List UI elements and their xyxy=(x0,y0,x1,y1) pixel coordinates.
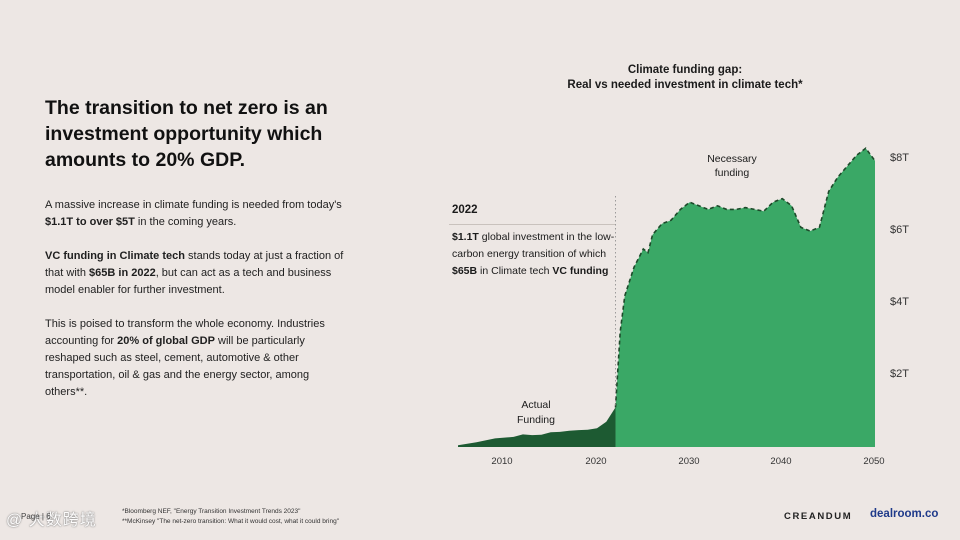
watermark: @ 大数跨境 xyxy=(6,512,97,529)
label-necessary-line2: funding xyxy=(714,167,750,179)
label-necessary-line1: Necessary xyxy=(707,153,757,165)
x-tick-2010: 2010 xyxy=(491,456,513,467)
paragraph-funding-increase: A massive increase in climate funding is… xyxy=(45,197,345,231)
label-necessary-funding: Necessary funding xyxy=(693,152,771,180)
actual-funding-area xyxy=(458,407,616,447)
footnotes: *Bloomberg NEF, "Energy Transition Inves… xyxy=(122,507,339,527)
x-tick-2040: 2040 xyxy=(770,456,792,467)
y-tick-6t: $6T xyxy=(890,224,909,236)
page-number: Page | 6 xyxy=(21,512,51,521)
annotation-text: $1.1T global investment in the low-carbo… xyxy=(452,229,617,280)
chart-subtitle: Real vs needed investment in climate tec… xyxy=(567,79,803,91)
p2-text-d: , but can act as a tech and business mod… xyxy=(45,267,332,296)
y-tick-8t: $8T xyxy=(890,152,909,164)
label-actual-funding: Actual Funding xyxy=(500,398,572,428)
x-tick-2020: 2020 xyxy=(585,456,607,467)
paragraph-vc-funding: VC funding in Climate tech stands today … xyxy=(45,248,345,299)
label-actual-line1: Actual xyxy=(521,399,551,411)
p1-text-c: in the coming years. xyxy=(134,216,237,228)
x-tick-2050: 2050 xyxy=(863,456,885,467)
y-tick-4t: $4T xyxy=(890,296,909,308)
footnote-2: **McKinsey "The net-zero transition: Wha… xyxy=(122,518,340,525)
headline: The transition to net zero is an investm… xyxy=(45,97,328,171)
annotation-mid: global investment in the low-carbon ener… xyxy=(452,231,615,260)
y-tick-2t: $2T xyxy=(890,368,909,380)
annotation-vc-amount: $65B xyxy=(452,265,478,277)
dealroom-logo: dealroom.co xyxy=(870,508,939,520)
p3-text-a: This is poised to transform the whole ec… xyxy=(45,318,325,347)
annotation-in: in Climate tech xyxy=(477,265,553,277)
p3-bold-gdp: 20% of global GDP xyxy=(117,335,215,347)
chart-title: Climate funding gap: Real vs needed inve… xyxy=(540,63,830,93)
p1-bold-range: $1.1T to over $5T xyxy=(45,216,135,228)
p2-bold-amount: $65B in 2022 xyxy=(89,267,156,279)
p1-text-a: A massive increase in climate funding is… xyxy=(45,199,342,211)
necessary-funding-dashed-line xyxy=(614,147,876,408)
annotation-year: 2022 xyxy=(452,204,478,216)
p3-text-c: will be particularly reshaped such as st… xyxy=(45,335,310,398)
annotation-divider xyxy=(449,224,615,225)
label-actual-line2: Funding xyxy=(517,414,555,426)
footnote-1: *Bloomberg NEF, "Energy Transition Inves… xyxy=(122,508,301,515)
paragraph-economy: This is poised to transform the whole ec… xyxy=(45,316,345,401)
annotation-amount: $1.1T xyxy=(452,231,479,243)
p2-text-b: stands today at just a fraction of that … xyxy=(45,250,344,279)
p2-bold-vc: VC funding in Climate tech xyxy=(45,250,185,262)
annotation-vc: VC funding xyxy=(552,265,609,277)
chart-title-line1: Climate funding gap: xyxy=(627,64,743,76)
creandum-logo: CREANDUM xyxy=(784,511,853,522)
necessary-funding-area xyxy=(615,148,875,447)
x-tick-2030: 2030 xyxy=(678,456,700,467)
